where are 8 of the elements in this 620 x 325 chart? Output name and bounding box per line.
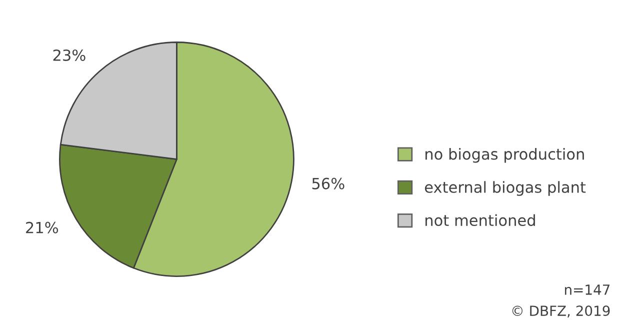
text: © DBFZ, 2019 xyxy=(512,306,610,318)
legend-label: no biogas production xyxy=(426,148,584,163)
data-label: 21% xyxy=(26,222,58,234)
data-label: 56% xyxy=(312,178,344,190)
legend-label: not mentioned xyxy=(426,214,535,226)
legend-label: external biogas plant xyxy=(424,181,586,196)
text: n=147 xyxy=(565,284,610,295)
data-label: 23% xyxy=(53,49,86,61)
